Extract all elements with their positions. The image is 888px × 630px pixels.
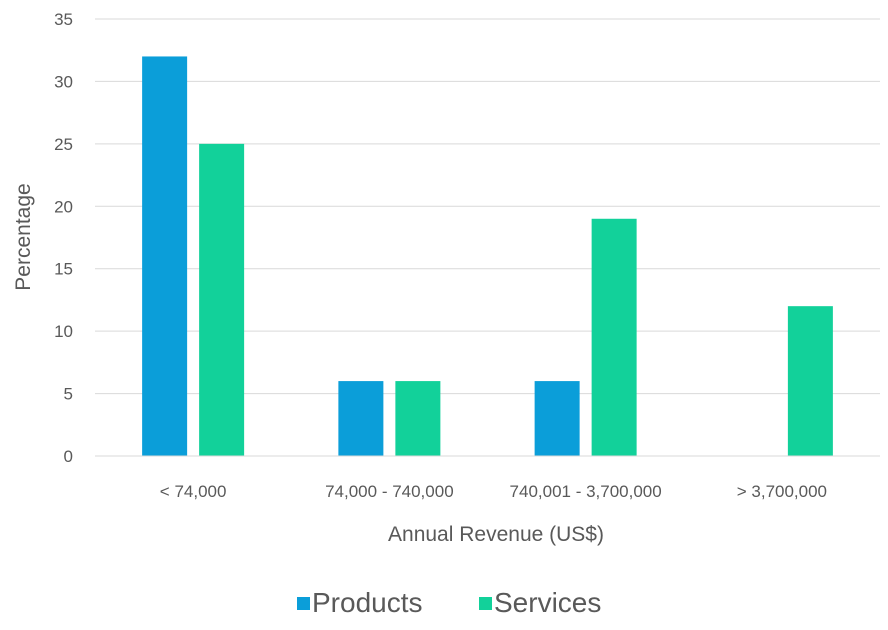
bar-services-3 (787, 306, 833, 456)
legend-label: Products (312, 587, 423, 618)
y-tick-label: 0 (64, 447, 73, 466)
y-tick-label: 5 (64, 385, 73, 404)
y-axis-ticks: 0 5 10 15 20 25 30 35 (54, 10, 73, 466)
y-tick-label: 35 (54, 10, 73, 29)
x-tick-label: 740,001 - 3,700,000 (510, 482, 662, 501)
bar-services-2 (591, 218, 637, 456)
legend-swatch (479, 597, 492, 610)
y-tick-label: 20 (54, 197, 73, 216)
legend-swatch (297, 597, 310, 610)
x-tick-label: > 3,700,000 (737, 482, 827, 501)
y-tick-label: 10 (54, 322, 73, 341)
x-tick-label: < 74,000 (160, 482, 227, 501)
bar-products-1 (338, 381, 384, 456)
legend-label: Services (494, 587, 601, 618)
bar-products-2 (534, 381, 580, 456)
legend-item-services: Services (479, 587, 601, 618)
x-axis-ticks: < 74,000 74,000 - 740,000 740,001 - 3,700,… (160, 482, 827, 501)
legend: Products Services (297, 587, 601, 618)
legend-item-products: Products (297, 587, 423, 618)
bar-products-0 (142, 56, 188, 456)
bars (142, 56, 833, 456)
bar-services-0 (199, 143, 245, 456)
x-tick-label: 74,000 - 740,000 (325, 482, 454, 501)
y-tick-label: 30 (54, 72, 73, 91)
y-tick-label: 25 (54, 135, 73, 154)
y-tick-label: 15 (54, 260, 73, 279)
y-axis-title: Percentage (12, 183, 35, 290)
bar-services-1 (395, 381, 441, 456)
x-axis-title: Annual Revenue (US$) (388, 523, 604, 546)
